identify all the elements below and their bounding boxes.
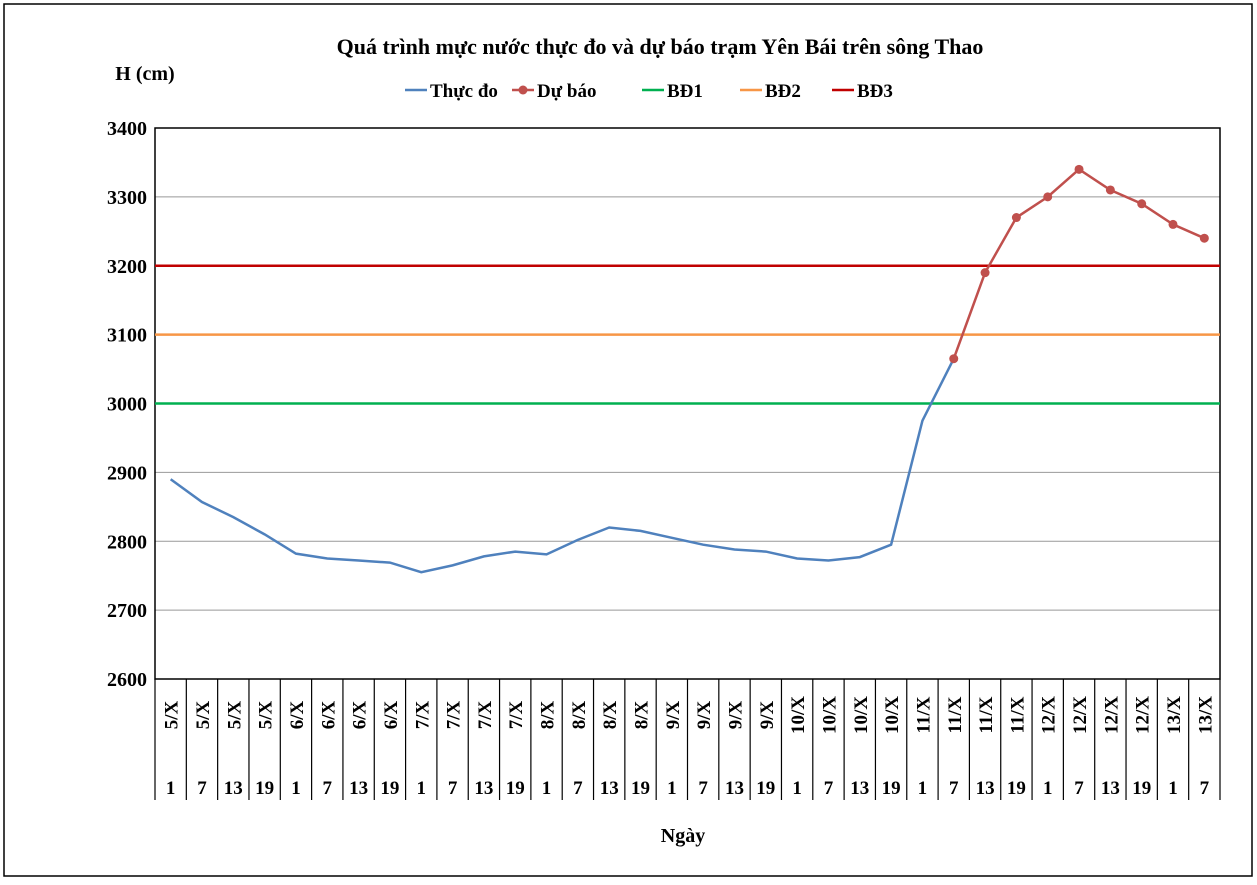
x-tick-sublabel: 7 (323, 778, 333, 799)
x-tick-sublabel: 13 (600, 778, 619, 799)
legend-label: Dự báo (537, 81, 596, 102)
x-tick-label: 11/X (1007, 696, 1028, 733)
x-tick-label: 7/X (412, 700, 433, 729)
series-marker (1074, 164, 1084, 174)
x-tick-label: 8/X (632, 700, 653, 729)
x-tick-label: 5/X (162, 700, 183, 729)
x-axis-label: Ngày (661, 825, 705, 847)
x-tick-sublabel: 1 (918, 778, 928, 799)
x-tick-label: 9/X (663, 700, 684, 729)
y-tick-label: 3100 (107, 325, 147, 347)
x-tick-label: 7/X (506, 700, 527, 729)
x-tick-label: 9/X (694, 700, 715, 729)
x-tick-label: 8/X (600, 700, 621, 729)
y-tick-label: 2900 (107, 462, 147, 484)
x-tick-label: 10/X (851, 696, 872, 734)
legend-marker (518, 85, 528, 95)
x-tick-sublabel: 13 (725, 778, 744, 799)
x-tick-sublabel: 7 (197, 778, 207, 799)
x-tick-sublabel: 1 (417, 778, 427, 799)
x-tick-sublabel: 13 (474, 778, 493, 799)
x-tick-sublabel: 1 (1043, 778, 1053, 799)
x-tick-sublabel: 19 (380, 778, 399, 799)
x-tick-label: 12/X (1101, 696, 1122, 734)
x-tick-sublabel: 19 (756, 778, 775, 799)
x-tick-label: 12/X (1039, 696, 1060, 734)
x-tick-sublabel: 19 (1132, 778, 1151, 799)
series-marker (1043, 192, 1053, 202)
series-marker (1105, 185, 1115, 195)
x-tick-label: 5/X (256, 700, 277, 729)
x-tick-sublabel: 13 (850, 778, 869, 799)
y-tick-label: 2600 (107, 669, 147, 691)
series-marker (980, 268, 990, 278)
x-tick-label: 12/X (1133, 696, 1154, 734)
legend-label: Thực đo (430, 81, 498, 102)
x-tick-sublabel: 13 (349, 778, 368, 799)
y-tick-label: 3300 (107, 187, 147, 209)
x-tick-sublabel: 7 (949, 778, 959, 799)
x-tick-label: 6/X (287, 700, 308, 729)
x-tick-sublabel: 19 (631, 778, 650, 799)
legend-label: BĐ2 (765, 81, 801, 102)
x-tick-label: 10/X (819, 696, 840, 734)
x-tick-sublabel: 1 (667, 778, 677, 799)
x-tick-sublabel: 7 (1200, 778, 1210, 799)
x-tick-label: 7/X (444, 700, 465, 729)
series-marker (1137, 199, 1147, 209)
x-tick-sublabel: 19 (506, 778, 525, 799)
y-tick-label: 3400 (107, 118, 147, 140)
frame (3, 3, 1253, 877)
x-tick-label: 5/X (193, 700, 214, 729)
y-tick-label: 2800 (107, 531, 147, 553)
x-tick-sublabel: 7 (573, 778, 583, 799)
x-tick-sublabel: 7 (1074, 778, 1084, 799)
series-marker (1199, 233, 1209, 243)
x-tick-label: 8/X (569, 700, 590, 729)
x-tick-sublabel: 1 (542, 778, 552, 799)
x-tick-sublabel: 1 (166, 778, 176, 799)
x-tick-sublabel: 19 (1007, 778, 1026, 799)
x-tick-sublabel: 7 (698, 778, 708, 799)
chart-title: Quá trình mực nước thực đo và dự báo trạ… (337, 34, 984, 59)
y-tick-label: 3200 (107, 256, 147, 278)
x-tick-label: 10/X (882, 696, 903, 734)
x-tick-label: 9/X (725, 700, 746, 729)
x-tick-label: 12/X (1070, 696, 1091, 734)
x-tick-sublabel: 13 (224, 778, 243, 799)
x-tick-sublabel: 13 (976, 778, 995, 799)
x-tick-label: 8/X (538, 700, 559, 729)
x-tick-label: 5/X (224, 700, 245, 729)
legend-label: BĐ3 (857, 81, 893, 102)
x-tick-label: 13/X (1164, 696, 1185, 734)
x-tick-sublabel: 7 (448, 778, 458, 799)
x-tick-label: 11/X (945, 696, 966, 733)
x-tick-label: 6/X (350, 700, 371, 729)
series-marker (1168, 219, 1178, 229)
y-tick-label: 2700 (107, 600, 147, 622)
x-tick-label: 6/X (381, 700, 402, 729)
x-tick-label: 10/X (788, 696, 809, 734)
series-marker (949, 354, 959, 364)
series-marker (1011, 213, 1021, 223)
x-tick-sublabel: 7 (824, 778, 834, 799)
x-tick-label: 9/X (757, 700, 778, 729)
x-tick-label: 13/X (1195, 696, 1216, 734)
legend-label: BĐ1 (667, 81, 703, 102)
x-tick-sublabel: 1 (792, 778, 802, 799)
series-line (169, 358, 955, 574)
x-tick-label: 11/X (976, 696, 997, 733)
x-tick-label: 7/X (475, 700, 496, 729)
x-tick-sublabel: 1 (1168, 778, 1178, 799)
x-tick-label: 11/X (913, 696, 934, 733)
x-tick-sublabel: 19 (882, 778, 901, 799)
x-tick-sublabel: 1 (291, 778, 301, 799)
x-tick-sublabel: 19 (255, 778, 274, 799)
x-tick-sublabel: 13 (1101, 778, 1120, 799)
x-tick-label: 6/X (318, 700, 339, 729)
y-tick-label: 3000 (107, 394, 147, 416)
y-axis-label: H (cm) (115, 63, 174, 85)
